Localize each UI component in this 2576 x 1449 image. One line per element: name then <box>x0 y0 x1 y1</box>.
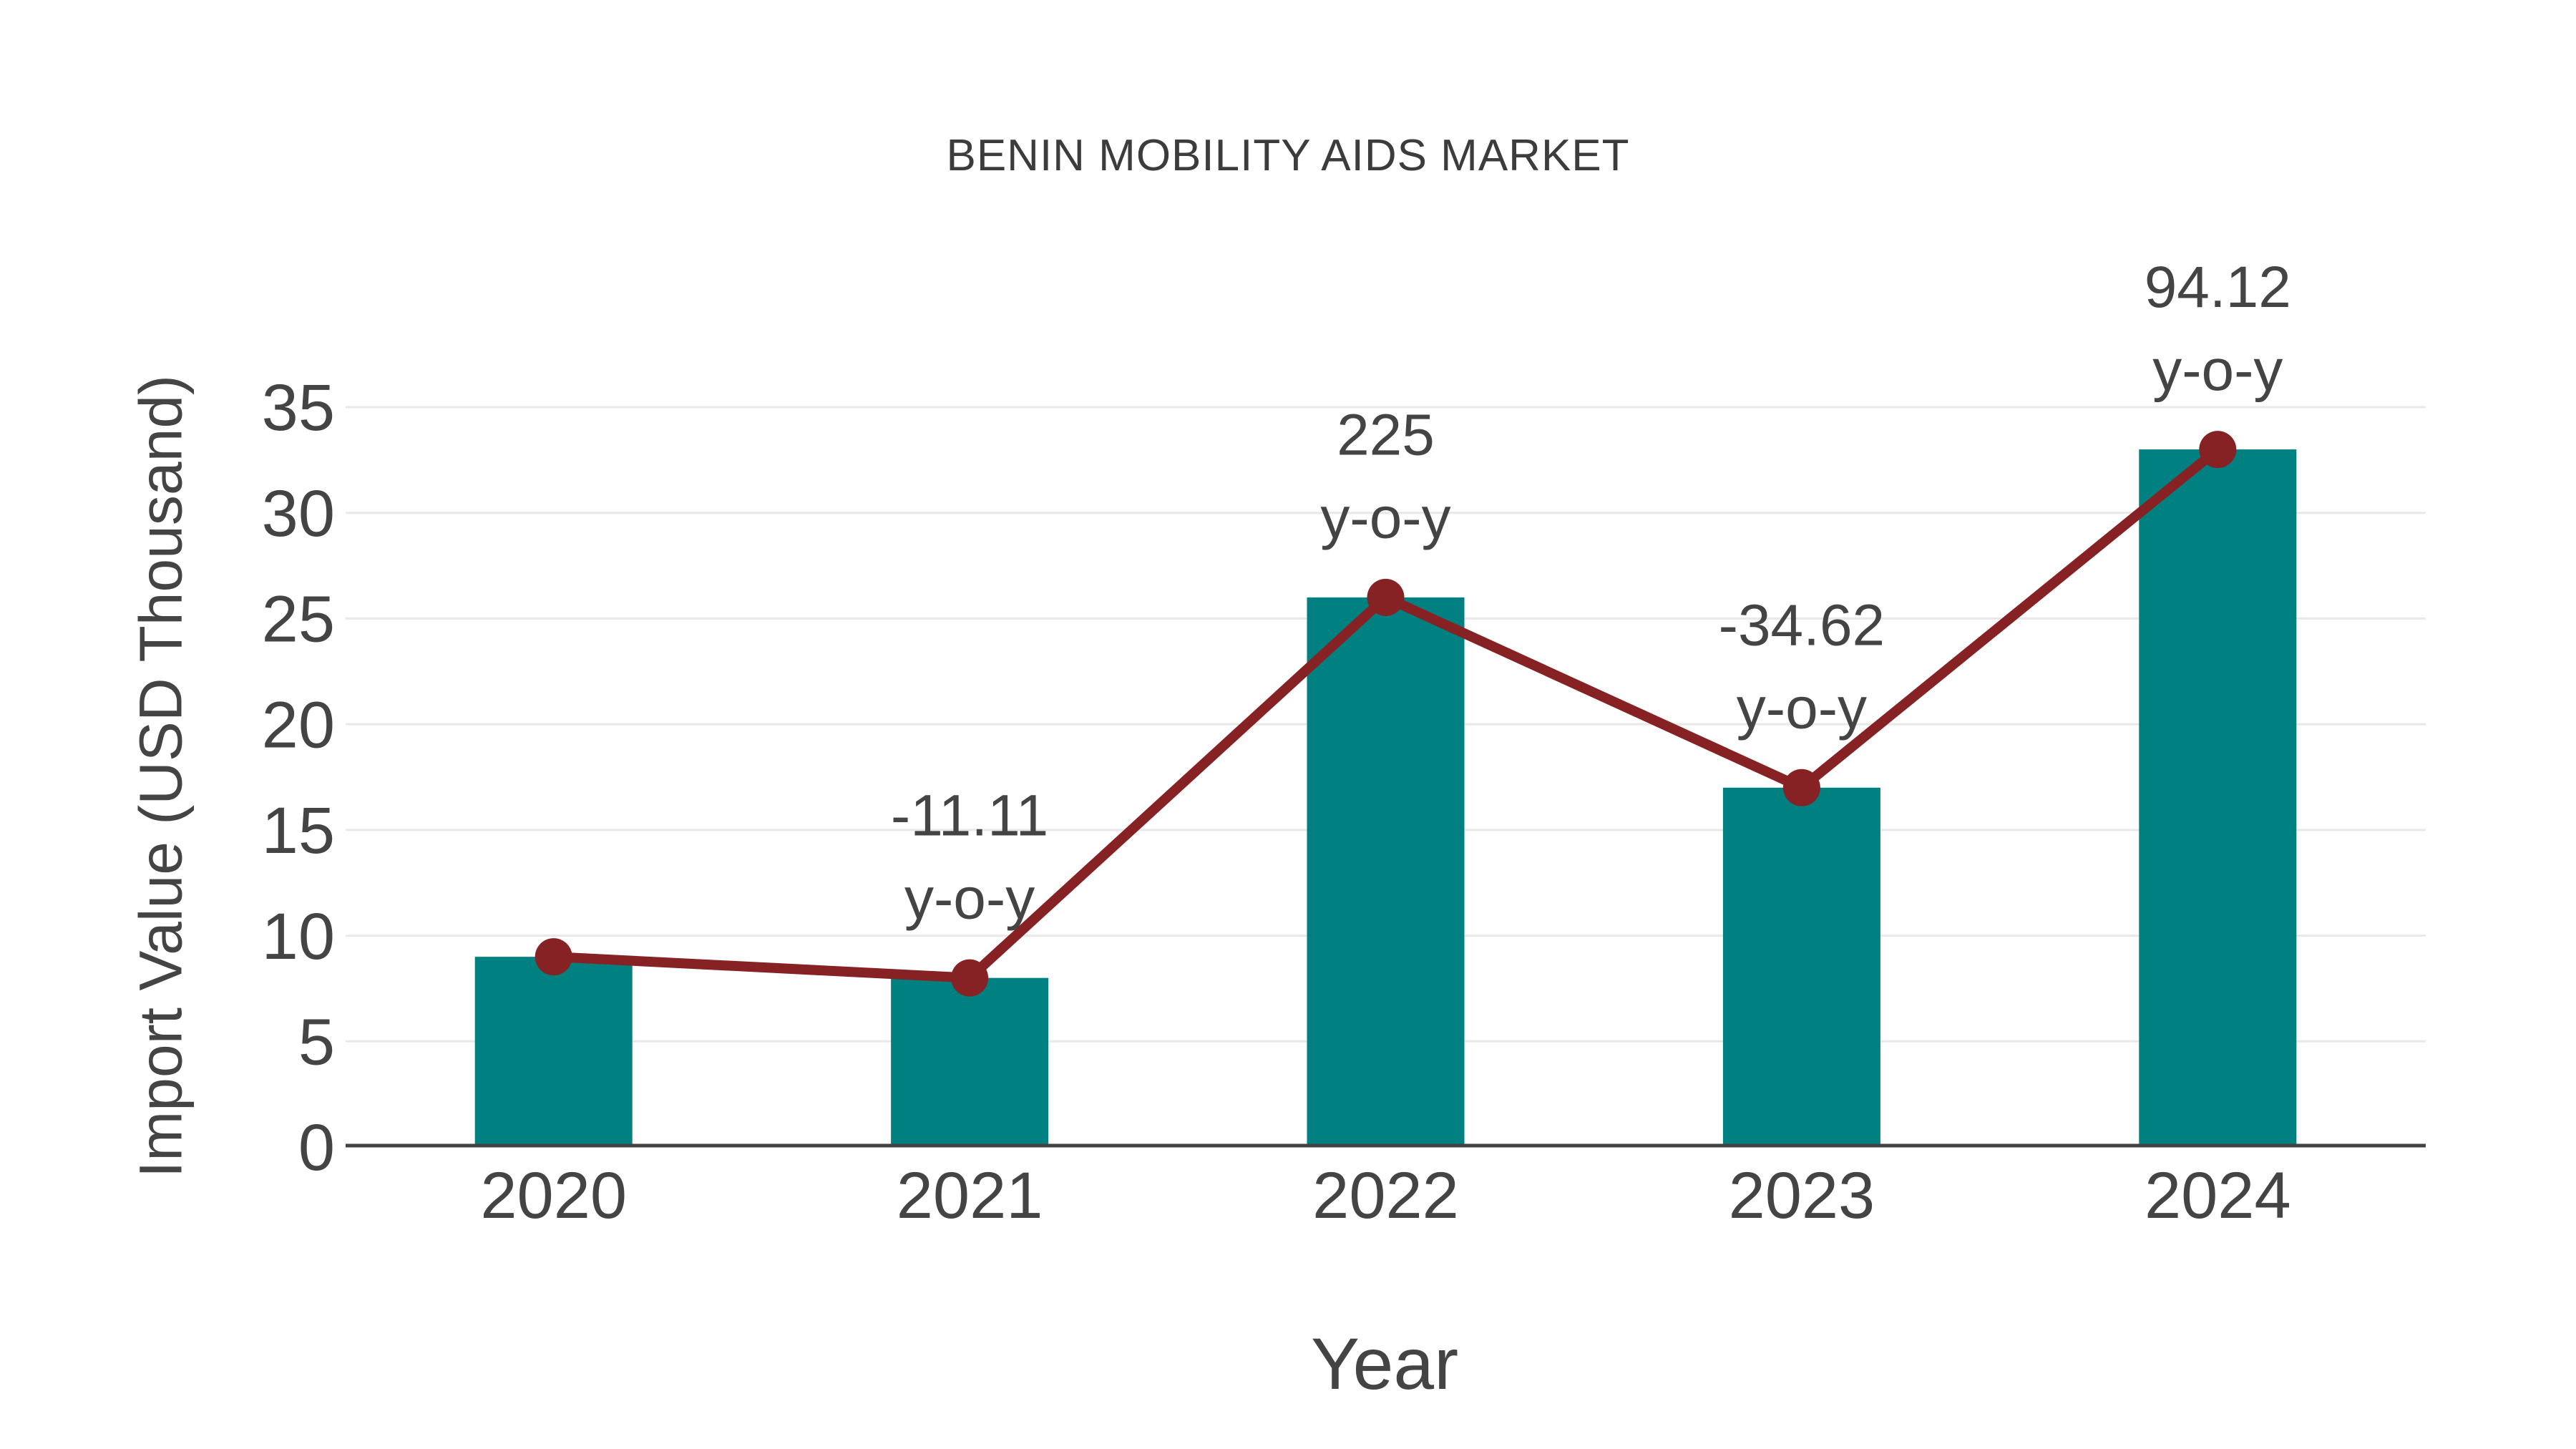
y-tick-label: 35 <box>262 371 335 444</box>
chart-title: BENIN MOBILITY AIDS MARKET <box>946 131 1630 180</box>
annotation-value-2021: -11.11 <box>891 783 1048 848</box>
trend-marker-2024[interactable] <box>2199 431 2237 469</box>
y-tick-label: 20 <box>262 688 335 761</box>
x-tick-label-2023: 2023 <box>1729 1159 1875 1232</box>
y-tick-label: 5 <box>298 1005 335 1078</box>
x-tick-label-2022: 2022 <box>1312 1159 1459 1232</box>
bar-2020[interactable] <box>474 957 633 1147</box>
bar-2022[interactable] <box>1307 597 1465 1147</box>
annotation-suffix-2024: y-o-y <box>2152 338 2283 403</box>
annotation-value-2022: 225 <box>1337 403 1435 468</box>
x-tick-label-2020: 2020 <box>480 1159 627 1232</box>
y-tick-label: 10 <box>262 900 335 973</box>
y-tick-label: 15 <box>262 794 335 867</box>
bar-2021[interactable] <box>891 977 1049 1147</box>
y-tick-label: 30 <box>262 477 335 550</box>
trend-marker-2020[interactable] <box>535 938 572 976</box>
x-tick-label-2024: 2024 <box>2145 1159 2291 1232</box>
trend-marker-2022[interactable] <box>1367 578 1405 616</box>
x-tick-label-2021: 2021 <box>897 1159 1043 1232</box>
x-axis-title: Year <box>1310 1323 1459 1405</box>
annotation-value-2023: -34.62 <box>1719 592 1885 658</box>
bar-2023[interactable] <box>1722 787 1880 1147</box>
annotation-value-2024: 94.12 <box>2145 255 2291 320</box>
y-tick-label: 25 <box>262 583 335 656</box>
bar-2024[interactable] <box>2139 449 2297 1147</box>
annotation-suffix-2021: y-o-y <box>904 866 1035 931</box>
trend-marker-2023[interactable] <box>1782 769 1820 806</box>
annotation-suffix-2023: y-o-y <box>1737 675 1867 741</box>
y-tick-label: 0 <box>298 1111 335 1184</box>
annotation-suffix-2022: y-o-y <box>1320 486 1450 551</box>
trend-marker-2021[interactable] <box>951 959 989 997</box>
